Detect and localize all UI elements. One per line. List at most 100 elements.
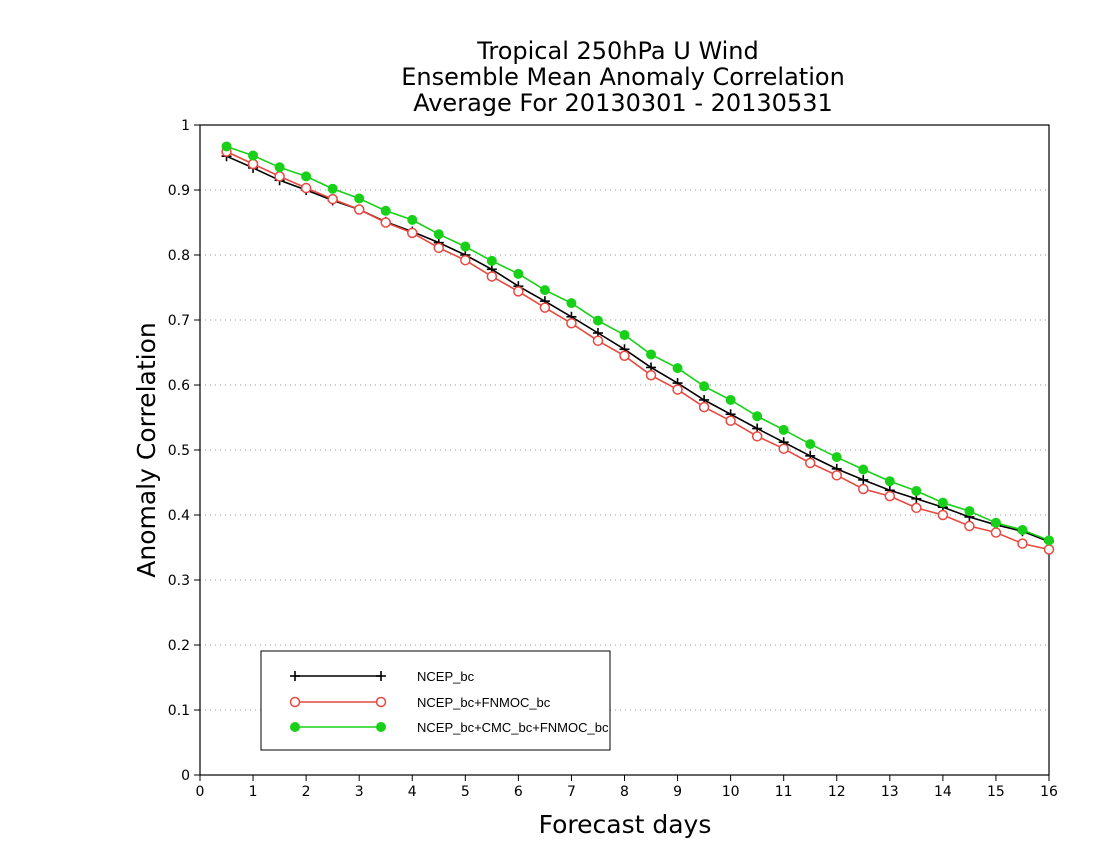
legend-label: NCEP_bc — [417, 669, 475, 684]
data-point — [778, 443, 789, 454]
legend-item: NCEP_bc+FNMOC_bc — [289, 695, 551, 710]
legend-label: NCEP_bc+CMC_bc+FNMOC_bc — [417, 720, 609, 735]
data-point — [1017, 538, 1028, 549]
data-point — [698, 401, 710, 413]
data-point — [460, 254, 471, 266]
x-axis-label: Forecast days — [539, 810, 712, 839]
data-point — [380, 217, 391, 228]
data-point — [354, 193, 365, 204]
data-point — [752, 411, 763, 422]
data-point — [884, 476, 895, 487]
chart-title: Tropical 250hPa U Wind Ensemble Mean Ano… — [401, 37, 845, 117]
data-point — [290, 722, 300, 732]
data-point — [460, 241, 471, 252]
data-point — [248, 150, 259, 161]
data-point — [990, 527, 1002, 538]
data-point — [566, 318, 577, 329]
y-tick-label: 0.3 — [168, 573, 190, 589]
grid-lines — [200, 189, 1049, 711]
data-point — [1044, 535, 1054, 546]
data-point — [221, 141, 232, 152]
y-tick-label: 1 — [181, 118, 190, 134]
data-point — [990, 517, 1001, 528]
data-point — [725, 415, 736, 426]
data-point — [725, 394, 736, 405]
data-point — [376, 722, 386, 732]
x-tick-label: 5 — [461, 784, 470, 800]
x-tick-label: 14 — [934, 784, 952, 800]
data-point — [592, 335, 604, 347]
data-point — [353, 204, 365, 215]
data-point — [804, 457, 816, 469]
x-tick-label: 13 — [881, 784, 899, 800]
x-tick-label: 8 — [620, 784, 629, 800]
data-point — [858, 464, 869, 475]
data-point — [964, 520, 975, 532]
data-point — [911, 502, 922, 514]
legend-label: NCEP_bc+FNMOC_bc — [417, 695, 551, 710]
axis-ticks: 00.10.20.30.40.50.60.70.80.910 1 2 3 4 5 6 7 8 9 1… — [168, 118, 1058, 800]
data-point — [645, 370, 657, 381]
y-tick-label: 0.7 — [168, 313, 190, 329]
series-1 — [221, 151, 1054, 547]
data-point — [937, 509, 949, 521]
data-point — [672, 384, 683, 395]
y-tick-label: 0.2 — [168, 638, 190, 654]
legend-item: NCEP_bc — [290, 669, 475, 684]
data-point — [884, 490, 896, 502]
data-point — [486, 255, 497, 266]
data-point — [274, 171, 285, 182]
series-line — [226, 155, 1050, 543]
data-point — [375, 696, 387, 708]
x-tick-label: 6 — [514, 784, 523, 800]
data-point — [539, 302, 551, 313]
x-tick-label: 11 — [775, 784, 793, 800]
data-point — [831, 470, 842, 481]
data-point — [1017, 524, 1028, 535]
x-tick-label: 9 — [673, 784, 682, 800]
data-point — [247, 158, 259, 170]
y-tick-label: 0 — [181, 768, 190, 784]
x-tick-label: 16 — [1040, 784, 1058, 800]
x-tick-label: 1 — [249, 784, 258, 800]
data-point — [778, 424, 789, 435]
x-tick-label: 4 — [408, 784, 417, 800]
data-point — [380, 205, 391, 216]
series-line — [226, 150, 1050, 551]
x-tick-label: 3 — [355, 784, 364, 800]
y-tick-label: 0.5 — [168, 443, 190, 459]
data-point — [274, 162, 285, 173]
data-point — [513, 286, 524, 297]
x-tick-label: 0 — [196, 784, 205, 800]
x-tick-label: 2 — [302, 784, 311, 800]
data-point — [964, 506, 975, 517]
title-line-1: Tropical 250hPa U Wind — [476, 37, 759, 65]
data-point — [592, 315, 603, 326]
data-point — [672, 363, 683, 374]
legend-box — [260, 650, 611, 751]
data-point — [619, 329, 630, 340]
series-3 — [221, 141, 1054, 546]
data-point — [433, 229, 444, 240]
series-group — [221, 141, 1055, 555]
data-point — [327, 193, 338, 205]
y-tick-label: 0.6 — [168, 378, 190, 394]
data-point — [289, 696, 301, 708]
y-tick-label: 0.8 — [168, 248, 190, 264]
data-point — [699, 381, 710, 392]
data-point — [300, 182, 312, 194]
data-point — [911, 485, 922, 496]
data-point — [539, 285, 550, 296]
x-tick-label: 12 — [828, 784, 846, 800]
title-line-2: Ensemble Mean Anomaly Correlation — [401, 63, 845, 91]
x-tick-label: 15 — [987, 784, 1005, 800]
data-point — [805, 439, 816, 450]
data-point — [858, 474, 869, 485]
data-point — [1043, 544, 1055, 555]
title-line-3: Average For 20130301 - 20130531 — [413, 89, 833, 117]
legend-item: NCEP_bc+CMC_bc+FNMOC_bc — [290, 720, 609, 735]
data-point — [301, 171, 312, 182]
data-point — [290, 671, 300, 681]
